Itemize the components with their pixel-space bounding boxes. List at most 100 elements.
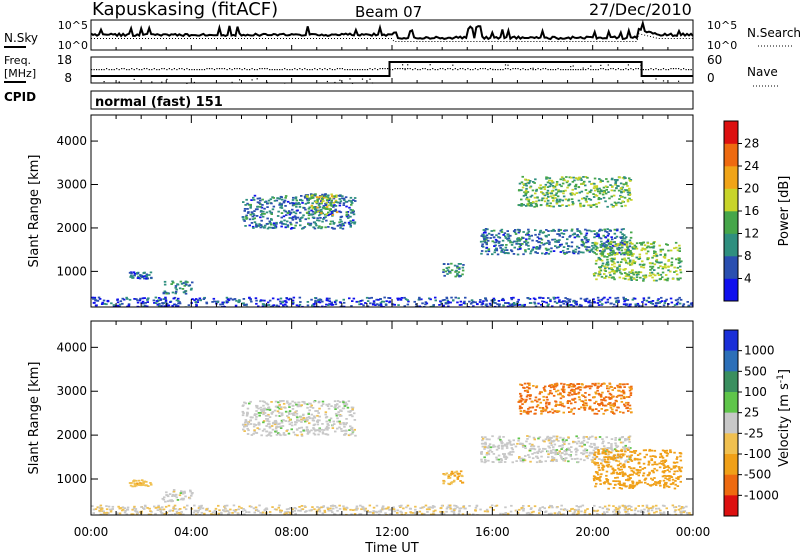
- velocity-echo-cell: [562, 411, 565, 414]
- velocity-echo-cell: [313, 433, 317, 436]
- power-echo-cell: [494, 302, 497, 304]
- power-echo-cell: [256, 201, 260, 204]
- velocity-echo-cell: [675, 458, 679, 460]
- power-echo-cell: [280, 203, 283, 205]
- power-echo-cell: [183, 284, 186, 287]
- power-echo-cell: [529, 252, 532, 255]
- velocity-echo-cell: [159, 508, 162, 511]
- velocity-echo-cell: [647, 512, 651, 515]
- power-echo-cell: [453, 264, 457, 267]
- power-echo-cell: [588, 251, 592, 253]
- velocity-echo-cell: [688, 512, 691, 514]
- power-echo-cell: [164, 297, 167, 300]
- velocity-echo-cell: [522, 458, 526, 460]
- power-echo-cell: [664, 274, 668, 276]
- power-echo-cell: [358, 303, 361, 306]
- power-echo-cell: [524, 182, 528, 185]
- power-echo-cell: [578, 305, 581, 307]
- velocity-echo-cell: [165, 494, 168, 496]
- velocity-echo-cell: [597, 450, 600, 453]
- power-echo-cell: [526, 191, 530, 193]
- velocity-echo-cell: [623, 504, 626, 507]
- velocity-echo-cell: [408, 507, 412, 510]
- power-echo-cell: [623, 258, 627, 261]
- velocity-echo-cell: [593, 412, 596, 415]
- velocity-echo-cell: [599, 475, 602, 478]
- velocity-echo-cell: [598, 404, 601, 407]
- power-echo-cell: [612, 250, 615, 253]
- velocity-echo-cell: [560, 382, 563, 385]
- power-echo-cell: [548, 241, 551, 244]
- power-echo-cell: [535, 246, 539, 248]
- power-echo-cell: [546, 186, 550, 188]
- velocity-echo-cell: [290, 421, 293, 424]
- velocity-echo-cell: [92, 508, 96, 511]
- power-echo-cell: [576, 234, 579, 236]
- power-echo-cell: [624, 268, 627, 270]
- power-echo-cell: [553, 300, 557, 303]
- velocity-echo-cell: [508, 453, 511, 456]
- power-echo-cell: [530, 202, 534, 204]
- power-echo-cell: [260, 219, 263, 222]
- velocity-echo-cell: [594, 392, 598, 395]
- velocity-echo-cell: [680, 512, 683, 515]
- power-echo-cell: [571, 188, 574, 191]
- velocity-echo-cell: [270, 401, 273, 403]
- power-echo-cell: [590, 183, 593, 185]
- power-echo-cell: [323, 194, 327, 196]
- power-echo-cell: [557, 230, 561, 232]
- velocity-echo-cell: [310, 413, 314, 416]
- velocity-echo-cell: [452, 511, 456, 513]
- power-echo-cell: [271, 208, 275, 211]
- power-echo-cell: [292, 204, 296, 206]
- power-echo-cell: [339, 216, 343, 218]
- velocity-echo-cell: [601, 391, 604, 394]
- velocity-echo-cell: [492, 509, 495, 511]
- velocity-echo-cell: [149, 482, 152, 484]
- power-echo-cell: [584, 184, 587, 187]
- velocity-echo-cell: [349, 425, 352, 428]
- velocity-echo-cell: [567, 386, 571, 389]
- power-echo-cell: [569, 192, 572, 195]
- velocity-echo-cell: [629, 407, 632, 410]
- velocity-echo-cell: [606, 385, 609, 387]
- velocity-echo-cell: [344, 429, 348, 432]
- velocity-echo-cell: [582, 437, 585, 439]
- power-echo-cell: [620, 187, 623, 189]
- velocity-echo-cell: [561, 404, 564, 407]
- power-echo-cell: [459, 300, 463, 303]
- velocity-echo-cell: [623, 403, 626, 406]
- velocity-echo-cell: [196, 511, 200, 514]
- velocity-echo-cell: [268, 409, 272, 411]
- power-echo-cell: [534, 251, 537, 254]
- velocity-echo-cell: [306, 403, 309, 406]
- velocity-echo-cell: [105, 511, 109, 514]
- velocity-echo-cell: [501, 447, 504, 450]
- velocity-echo-cell: [663, 482, 667, 484]
- velocity-echo-cell: [512, 439, 515, 442]
- velocity-echo-cell: [454, 471, 457, 474]
- power-echo-cell: [202, 298, 206, 300]
- velocity-echo-cell: [551, 506, 554, 509]
- power-echo-cell: [476, 303, 479, 305]
- velocity-echo-cell: [267, 407, 270, 409]
- velocity-echo-cell: [587, 437, 590, 440]
- velocity-echo-cell: [556, 512, 560, 515]
- power-echo-cell: [649, 265, 652, 268]
- power-echo-cell: [610, 178, 614, 181]
- velocity-echo-cell: [629, 447, 632, 449]
- power-echo-cell: [98, 298, 102, 300]
- velocity-echo-cell: [504, 506, 507, 509]
- velocity-echo-cell: [551, 457, 554, 460]
- velocity-echo-cell: [529, 448, 532, 450]
- velocity-echo-cell: [232, 509, 236, 512]
- velocity-echo-cell: [560, 456, 563, 458]
- power-echo-cell: [594, 272, 597, 275]
- power-echo-cell: [502, 234, 505, 236]
- velocity-echo-cell: [553, 388, 556, 390]
- power-echo-cell: [584, 197, 588, 200]
- velocity-echo-cell: [525, 395, 529, 398]
- power-echo-cell: [623, 196, 627, 199]
- power-echo-cell: [630, 253, 633, 256]
- velocity-echo-cell: [658, 482, 661, 484]
